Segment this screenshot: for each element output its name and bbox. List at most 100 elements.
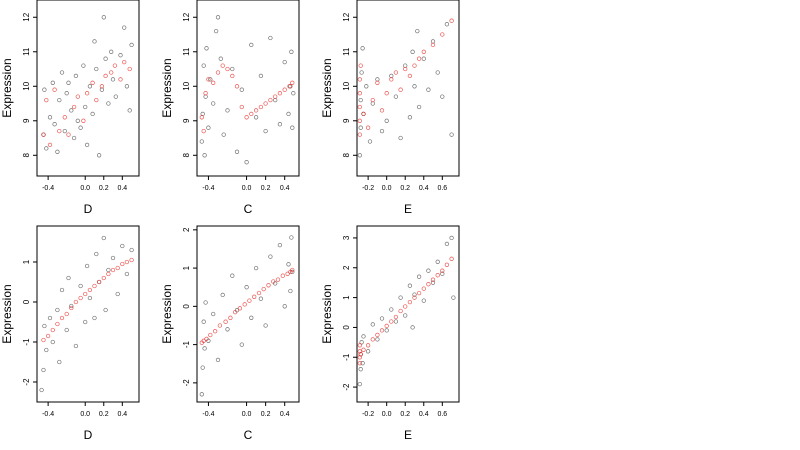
observed-point bbox=[113, 94, 118, 99]
observed-point bbox=[202, 153, 207, 158]
observed-point bbox=[416, 274, 422, 279]
observed-point bbox=[415, 28, 420, 34]
fitted-point bbox=[444, 262, 450, 267]
fitted-point bbox=[412, 63, 417, 68]
observed-point bbox=[244, 285, 249, 290]
observed-point bbox=[389, 307, 394, 312]
fitted-point bbox=[44, 97, 49, 103]
y-axis-label: Expression bbox=[0, 284, 14, 343]
observed-point bbox=[286, 262, 291, 267]
observed-point bbox=[59, 70, 65, 75]
observed-point bbox=[440, 271, 445, 276]
fitted-point bbox=[106, 271, 111, 277]
observed-point bbox=[57, 97, 62, 103]
x-tick-label: -0.4 bbox=[42, 185, 54, 192]
observed-point bbox=[203, 300, 208, 305]
observed-point bbox=[94, 66, 99, 72]
observed-point bbox=[109, 49, 114, 54]
y-tick-label: 12 bbox=[182, 12, 191, 21]
observed-point bbox=[42, 323, 47, 329]
observed-point bbox=[129, 42, 134, 48]
fitted-point bbox=[430, 42, 436, 48]
fitted-point bbox=[370, 97, 375, 103]
observed-point bbox=[55, 307, 60, 313]
plot-frame bbox=[36, 225, 140, 403]
observed-point bbox=[122, 25, 127, 30]
fitted-point bbox=[403, 304, 408, 309]
observed-point bbox=[451, 295, 456, 300]
y-tick-label: -1 bbox=[182, 341, 191, 349]
observed-point bbox=[81, 63, 86, 68]
observed-point bbox=[208, 77, 213, 82]
observed-point bbox=[101, 235, 106, 241]
x-tick-label: 0.0 bbox=[382, 185, 392, 192]
fitted-point bbox=[357, 361, 362, 366]
observed-point bbox=[398, 135, 403, 141]
series-observed bbox=[357, 235, 456, 387]
fitted-point bbox=[403, 66, 408, 72]
observed-point bbox=[211, 101, 216, 106]
observed-point bbox=[244, 160, 249, 165]
fitted-point bbox=[212, 329, 218, 334]
observed-point bbox=[110, 77, 116, 82]
observed-point bbox=[365, 349, 371, 354]
observed-point bbox=[66, 80, 71, 85]
observed-point bbox=[127, 108, 132, 113]
observed-point bbox=[358, 125, 363, 130]
observed-point bbox=[430, 39, 436, 44]
x-tick-label: 0.0 bbox=[382, 411, 392, 418]
fitted-point bbox=[83, 291, 88, 297]
observed-point bbox=[73, 73, 79, 79]
fitted-point bbox=[277, 91, 283, 96]
y-tick-label: -1 bbox=[22, 338, 31, 346]
x-tick-label: 0.6 bbox=[437, 411, 447, 418]
fitted-point bbox=[217, 323, 223, 328]
observed-point bbox=[215, 15, 221, 20]
observed-point bbox=[83, 104, 88, 110]
observed-point bbox=[101, 15, 106, 20]
y-tick-label: 8 bbox=[22, 153, 31, 158]
fitted-point bbox=[75, 94, 80, 99]
x-tick-label: 0.6 bbox=[437, 185, 447, 192]
y-tick-label: 2 bbox=[342, 265, 351, 270]
observed-point bbox=[59, 287, 65, 293]
fitted-point bbox=[275, 277, 281, 282]
observed-point bbox=[360, 46, 365, 51]
observed-point bbox=[375, 337, 380, 342]
fitted-point bbox=[110, 267, 116, 273]
fitted-point bbox=[266, 283, 271, 288]
fitted-point bbox=[127, 66, 132, 72]
fitted-point bbox=[252, 294, 257, 299]
chart-panel-5: -0.4 0.0 0.2 0.4 -2 -1 0 1 2 C Expression bbox=[160, 225, 300, 442]
observed-point bbox=[47, 315, 53, 321]
y-tick-label: 1 bbox=[342, 295, 351, 300]
observed-point bbox=[124, 84, 130, 89]
observed-point bbox=[124, 271, 130, 277]
observed-point bbox=[430, 280, 436, 285]
observed-point bbox=[359, 340, 364, 345]
x-tick-label: 0.0 bbox=[80, 411, 90, 418]
fitted-point bbox=[258, 104, 264, 110]
x-tick-label: 0.4 bbox=[117, 185, 127, 192]
plot-frame bbox=[196, 225, 300, 403]
observed-point bbox=[129, 247, 134, 253]
series-observed bbox=[357, 22, 454, 158]
fitted-point bbox=[398, 87, 403, 92]
fitted-point bbox=[59, 315, 65, 321]
fitted-point bbox=[92, 283, 97, 289]
observed-point bbox=[96, 153, 102, 158]
series-fitted bbox=[357, 256, 454, 366]
fitted-point bbox=[421, 286, 426, 291]
fitted-point bbox=[253, 108, 259, 113]
observed-point bbox=[367, 139, 373, 144]
observed-point bbox=[39, 387, 44, 393]
fitted-point bbox=[379, 328, 385, 333]
fitted-point bbox=[47, 142, 53, 148]
fitted-point bbox=[357, 132, 362, 137]
fitted-point bbox=[101, 275, 106, 281]
observed-point bbox=[412, 292, 417, 297]
observed-point bbox=[288, 288, 293, 294]
fitted-point bbox=[375, 80, 380, 85]
observed-point bbox=[410, 325, 415, 330]
observed-point bbox=[239, 342, 244, 347]
